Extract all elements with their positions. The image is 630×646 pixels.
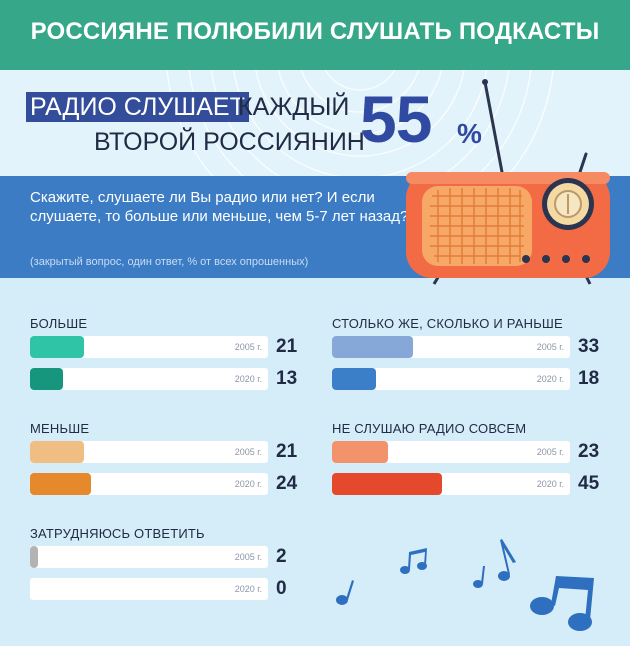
bar-row: 2005 г. 21 [30, 441, 308, 463]
bar-row: 2020 г. 24 [30, 473, 308, 495]
bar-track [30, 441, 268, 463]
bar-row: 2020 г. 13 [30, 368, 308, 390]
bar [30, 546, 38, 568]
value-label: 24 [276, 473, 298, 494]
year-label: 2020 г. [536, 479, 564, 489]
bar [332, 473, 442, 495]
value-label: 23 [578, 441, 600, 462]
bar-row: 2005 г. 2 [30, 546, 308, 568]
question-text: Скажите, слушаете ли Вы радио или нет? И… [30, 189, 409, 225]
sound-rings-decoration [166, 70, 554, 176]
question-note: (закрытый вопрос, один ответ, % от всех … [30, 256, 309, 268]
year-label: 2020 г. [536, 374, 564, 384]
value-label: 33 [578, 336, 600, 357]
bar-row: 2005 г. 23 [332, 441, 610, 463]
hero-text-line1: КАЖДЫЙ [238, 93, 350, 121]
bar-row: 2005 г. 33 [332, 336, 610, 358]
value-label: 45 [578, 473, 600, 494]
bar-track [30, 368, 268, 390]
value-label: 21 [276, 336, 298, 357]
hero-percent-sign: % [457, 118, 482, 149]
hero-section: РАДИО СЛУШАЕТ КАЖДЫЙ ВТОРОЙ РОССИЯНИН 55… [0, 70, 630, 176]
category-title: МЕНЬШЕ [30, 421, 90, 436]
bar [30, 441, 84, 463]
bar-track [30, 546, 268, 568]
hero-percent-value: 55 [360, 82, 432, 156]
year-label: 2005 г. [234, 552, 262, 562]
radio-illustration [406, 79, 610, 285]
value-label: 18 [578, 368, 600, 389]
hero-highlight-text: РАДИО СЛУШАЕТ [26, 92, 249, 122]
category-title: БОЛЬШЕ [30, 316, 88, 331]
bar [30, 336, 84, 358]
value-label: 21 [276, 441, 298, 462]
bar [332, 441, 388, 463]
bar-track [332, 441, 570, 463]
year-label: 2020 г. [234, 479, 262, 489]
value-label: 0 [276, 578, 287, 599]
year-label: 2005 г. [536, 342, 564, 352]
music-notes-decoration [336, 539, 594, 631]
hero-text-line2: ВТОРОЙ РОССИЯНИН [94, 128, 365, 156]
bar [30, 368, 63, 390]
value-label: 13 [276, 368, 298, 389]
year-label: 2020 г. [234, 374, 262, 384]
value-label: 2 [276, 546, 287, 567]
bar-row: 2020 г. 18 [332, 368, 610, 390]
bar-track [332, 368, 570, 390]
year-label: 2005 г. [234, 447, 262, 457]
bar [332, 368, 376, 390]
bar [332, 336, 413, 358]
year-label: 2005 г. [536, 447, 564, 457]
bar-track [30, 578, 268, 600]
year-label: 2020 г. [234, 584, 262, 594]
bar-row: 2020 г. 0 [30, 578, 308, 600]
bar-track [30, 336, 268, 358]
page-title: РОССИЯНЕ ПОЛЮБИЛИ СЛУШАТЬ ПОДКАСТЫ [30, 18, 600, 45]
category-title: СТОЛЬКО ЖЕ, СКОЛЬКО И РАНЬШЕ [332, 316, 563, 331]
bar-row: 2020 г. 45 [332, 473, 610, 495]
bar [30, 473, 91, 495]
year-label: 2005 г. [234, 342, 262, 352]
category-title: ЗАТРУДНЯЮСЬ ОТВЕТИТЬ [30, 526, 205, 541]
bar-row: 2005 г. 21 [30, 336, 308, 358]
header-banner: РОССИЯНЕ ПОЛЮБИЛИ СЛУШАТЬ ПОДКАСТЫ [0, 0, 630, 70]
category-title: НЕ СЛУШАЮ РАДИО СОВСЕМ [332, 421, 527, 436]
